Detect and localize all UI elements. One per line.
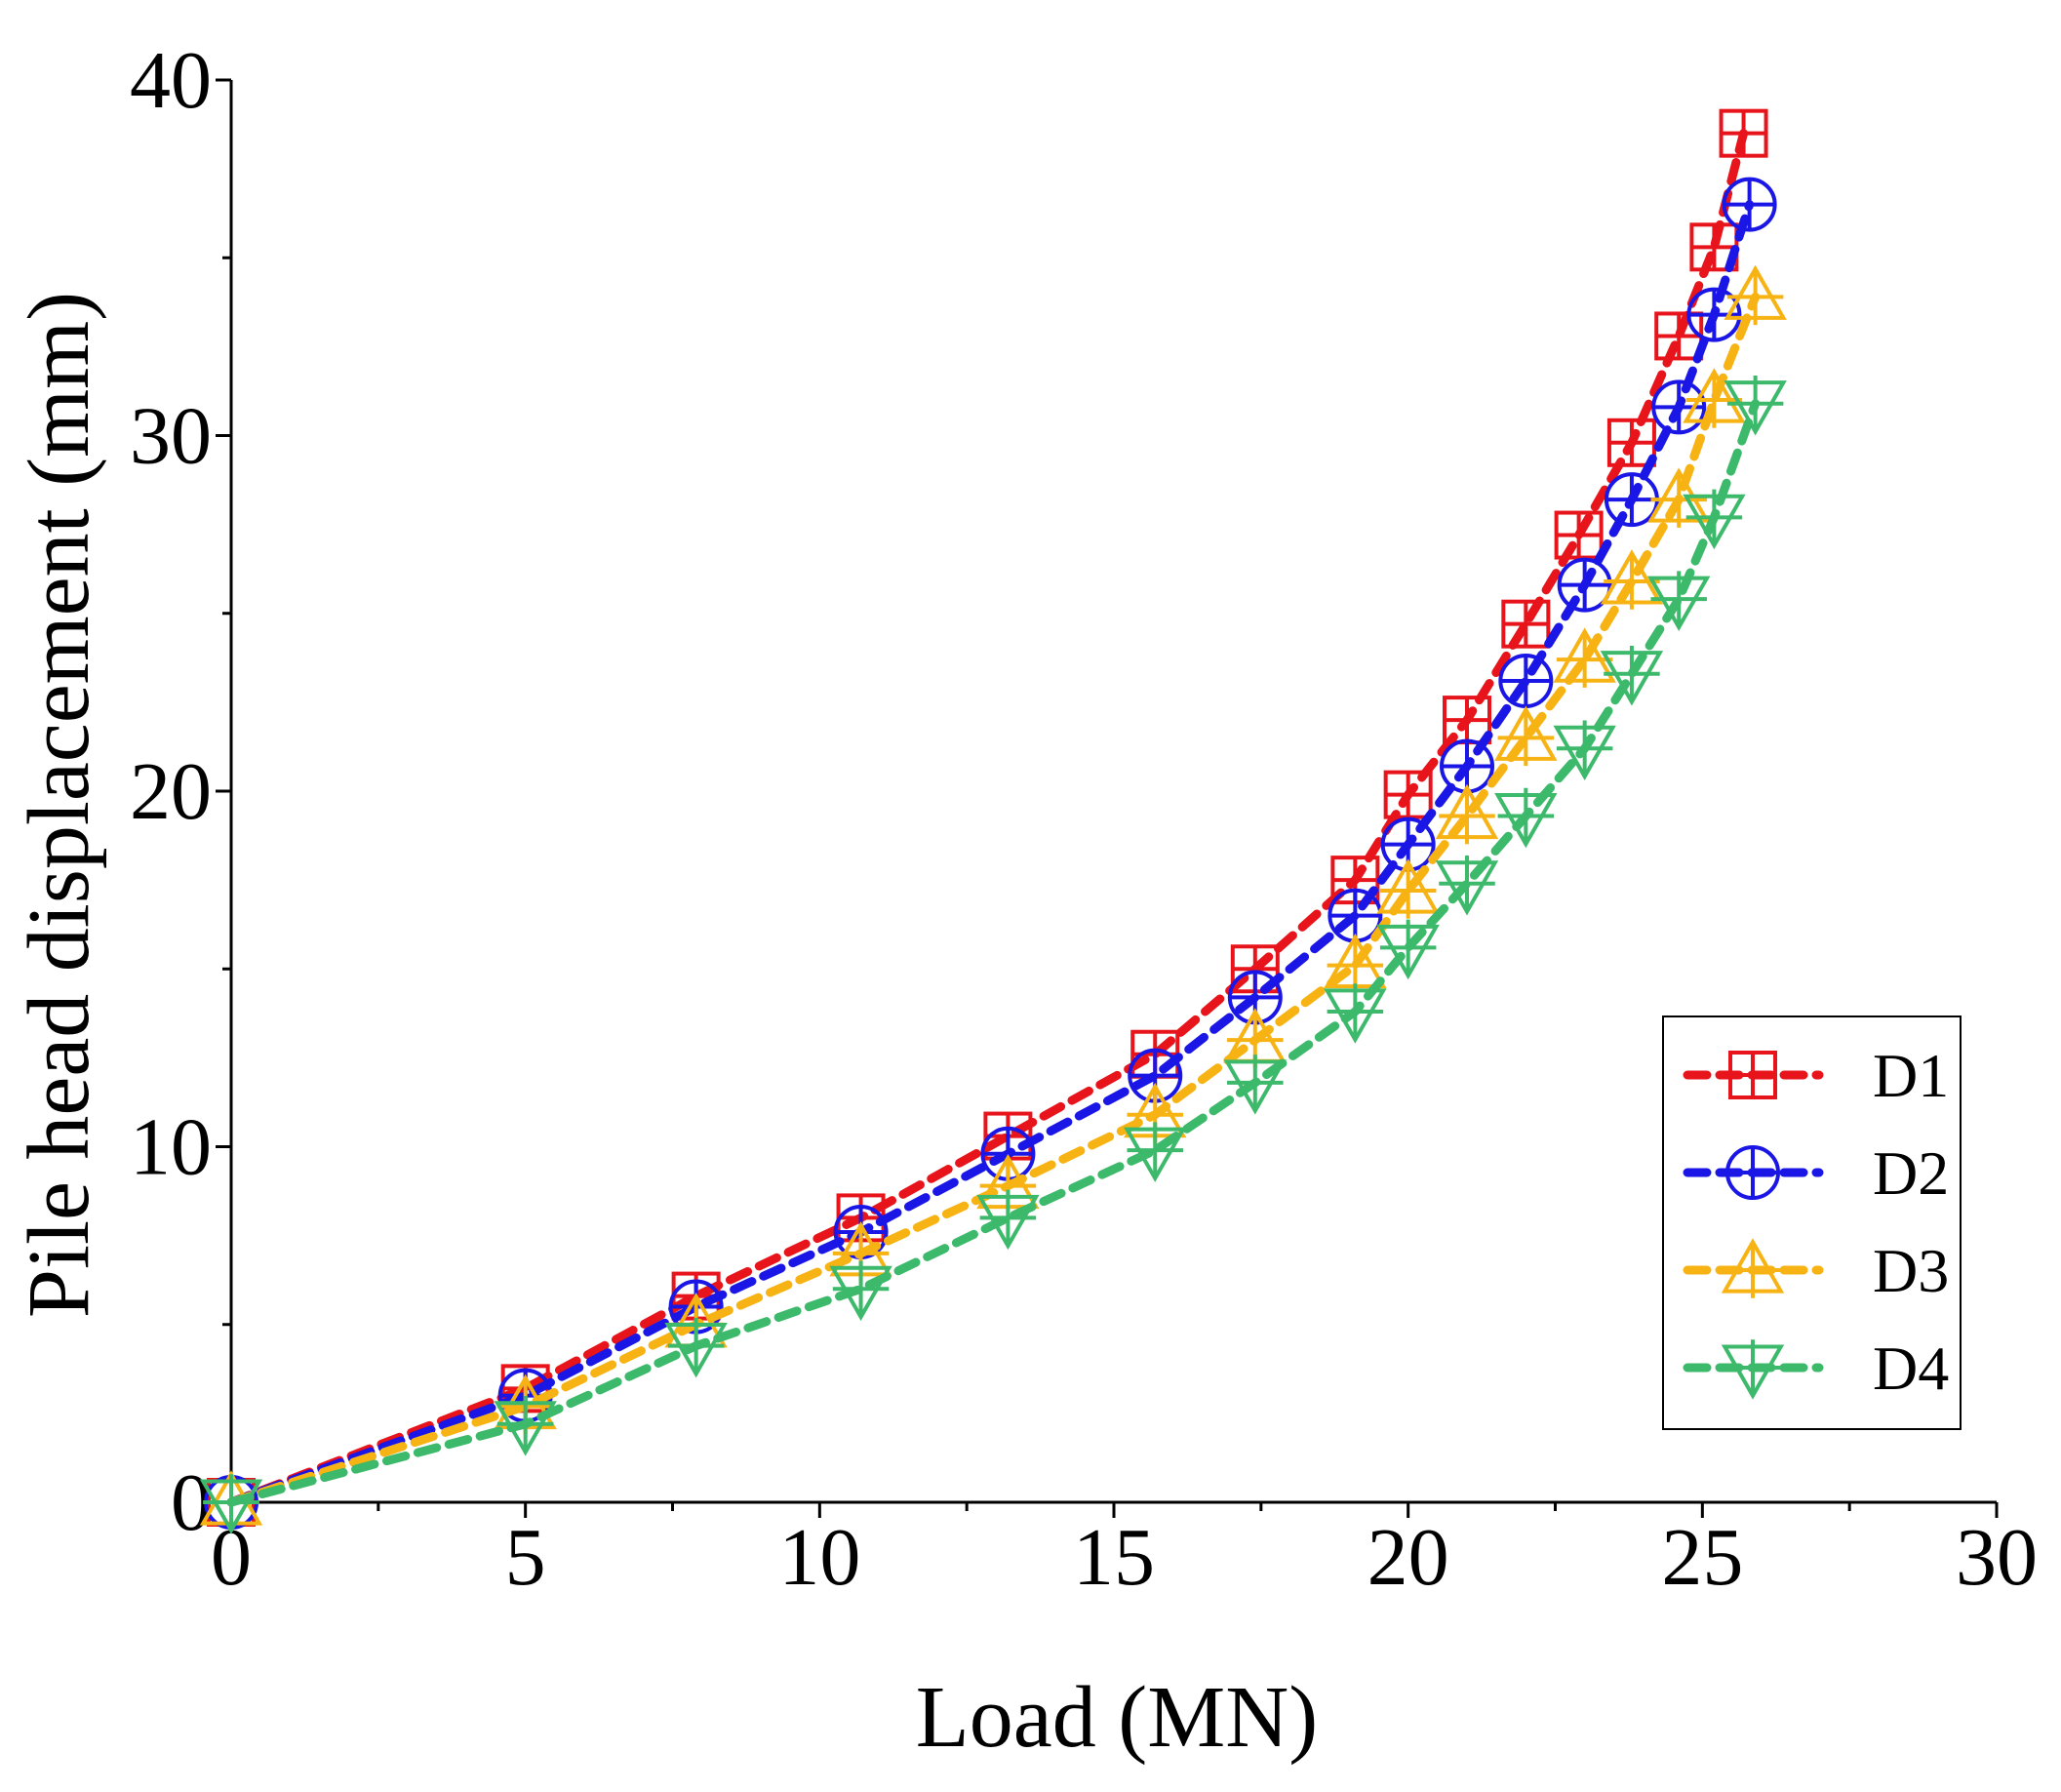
series-d4 (199, 375, 1787, 1534)
data-point (1494, 705, 1558, 767)
data-point (1383, 770, 1433, 819)
data-point (1124, 1122, 1187, 1182)
y-tick-label: 40 (130, 35, 212, 126)
legend-item-d3: D3 (1683, 1236, 1949, 1305)
series-line-d1 (226, 129, 1749, 1507)
legend-marker (1725, 1145, 1780, 1200)
data-point (1724, 264, 1787, 326)
y-tick-label: 10 (130, 1102, 212, 1193)
y-tick-label: 20 (130, 746, 212, 837)
data-point (1557, 557, 1612, 613)
legend-item-d4: D4 (1683, 1334, 1949, 1403)
data-point (1647, 571, 1711, 631)
x-tick-label: 15 (1073, 1512, 1155, 1603)
data-point (1604, 472, 1659, 528)
legend-item-d2: D2 (1683, 1138, 1949, 1208)
data-point (1719, 108, 1768, 158)
data-point (1606, 418, 1656, 467)
data-point (1722, 177, 1777, 232)
legend-item-d1: D1 (1683, 1041, 1949, 1110)
data-point (1223, 1055, 1287, 1115)
data-point (1440, 738, 1494, 794)
series-layer (199, 108, 1787, 1534)
x-tick-label: 10 (778, 1512, 860, 1603)
legend-marker (1728, 1051, 1777, 1099)
legend-marker (1721, 1238, 1785, 1298)
y-axis-label: Pile head displacement (mm) (11, 292, 107, 1318)
data-point (1651, 379, 1707, 435)
data-point (664, 1317, 728, 1378)
data-point (1683, 368, 1746, 428)
y-tick-label: 30 (130, 391, 212, 482)
data-point (1554, 510, 1604, 560)
x-axis-label: Load (MN) (916, 1669, 1318, 1766)
series-line-d4 (226, 399, 1761, 1507)
x-tick-label: 30 (1956, 1512, 2038, 1603)
x-tick-label: 25 (1661, 1512, 1743, 1603)
x-tick-label: 20 (1367, 1512, 1449, 1603)
data-point (1600, 645, 1664, 706)
data-point (829, 1260, 892, 1322)
data-point (1501, 599, 1551, 649)
data-point (494, 1396, 557, 1456)
data-point (1376, 919, 1440, 980)
legend: D1 D2 D3 D4 (1662, 1015, 1962, 1430)
x-tick-label: 5 (505, 1512, 546, 1603)
series-d3 (199, 264, 1787, 1531)
data-point (1553, 720, 1616, 781)
data-point (1494, 787, 1558, 849)
legend-label: D2 (1873, 1138, 1949, 1208)
data-point (976, 1189, 1040, 1251)
legend-marker (1721, 1339, 1785, 1400)
legend-label: D3 (1873, 1236, 1949, 1305)
data-point (1435, 783, 1499, 845)
series-line-d3 (226, 292, 1761, 1507)
data-point (1553, 627, 1616, 688)
data-point (1654, 311, 1704, 361)
data-point (1683, 489, 1746, 550)
data-point (1724, 375, 1787, 436)
data-point (1324, 983, 1387, 1044)
legend-label: D4 (1873, 1334, 1949, 1403)
data-point (1435, 856, 1499, 916)
series-d2 (204, 177, 1777, 1530)
legend-box (1662, 1015, 1962, 1430)
data-point (199, 1474, 263, 1534)
data-point (1689, 222, 1739, 272)
legend-label: D1 (1873, 1041, 1949, 1110)
series-line-d2 (226, 200, 1755, 1507)
data-point (1376, 858, 1440, 919)
data-point (1498, 654, 1554, 709)
